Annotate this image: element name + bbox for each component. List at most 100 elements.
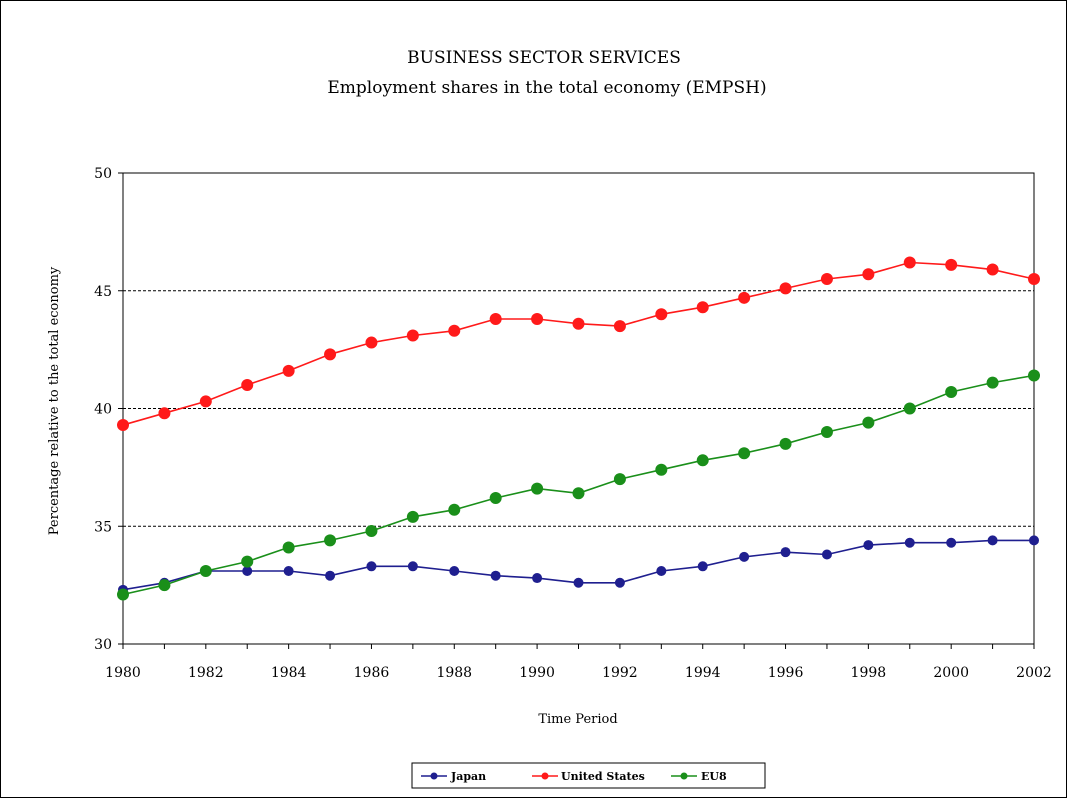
- data-point-japan: [407, 561, 418, 572]
- data-point-eu8: [903, 402, 916, 415]
- data-point-united-states: [862, 268, 875, 281]
- data-point-eu8: [1028, 369, 1040, 382]
- data-point-united-states: [738, 291, 751, 304]
- data-point-united-states: [158, 407, 171, 420]
- data-point-japan: [366, 561, 377, 572]
- data-point-united-states: [572, 317, 585, 330]
- data-point-japan: [987, 535, 998, 546]
- y-axis-ticks: 30 35 40 45 50: [94, 166, 123, 653]
- x-tick-label: 1996: [768, 665, 804, 681]
- x-tick-label: 1986: [354, 665, 390, 681]
- data-point-japan: [863, 540, 874, 551]
- y-tick-label: 50: [94, 166, 112, 182]
- data-point-eu8: [158, 579, 171, 592]
- data-point-united-states: [531, 313, 544, 326]
- data-point-united-states: [282, 364, 295, 377]
- x-tick-label: 1982: [188, 665, 224, 681]
- data-point-eu8: [945, 386, 958, 399]
- legend: Japan United States EU8: [421, 770, 727, 783]
- x-tick-label: 1998: [851, 665, 887, 681]
- data-point-japan: [614, 577, 625, 588]
- data-point-japan: [490, 570, 501, 581]
- legend-label-japan: Japan: [450, 770, 486, 783]
- legend-marker-japan: [430, 772, 438, 780]
- data-point-eu8: [696, 454, 709, 467]
- data-point-united-states: [199, 395, 212, 408]
- data-point-eu8: [324, 534, 337, 547]
- x-tick-label: 2000: [933, 665, 969, 681]
- data-point-japan: [573, 577, 584, 588]
- gridlines: [123, 290, 1034, 527]
- x-tick-label: 1992: [602, 665, 638, 681]
- data-point-united-states: [655, 308, 668, 321]
- data-point-united-states: [613, 320, 626, 333]
- data-point-eu8: [655, 463, 668, 476]
- data-point-eu8: [241, 555, 254, 568]
- data-point-japan: [821, 549, 832, 560]
- data-point-japan: [283, 565, 294, 576]
- data-point-united-states: [696, 301, 709, 314]
- data-point-united-states: [1028, 272, 1040, 285]
- legend-label-eu8: EU8: [701, 770, 727, 783]
- series-layer: [117, 256, 1040, 601]
- data-point-united-states: [448, 324, 461, 337]
- chart-subtitle: Employment shares in the total economy (…: [327, 78, 766, 98]
- data-point-eu8: [406, 510, 419, 523]
- data-point-japan: [242, 565, 253, 576]
- x-tick-label: 1994: [685, 665, 721, 681]
- data-point-eu8: [613, 473, 626, 486]
- x-axis-label: Time Period: [538, 712, 617, 727]
- series-united-states: [117, 256, 1040, 431]
- x-tick-label: 1988: [436, 665, 472, 681]
- data-point-eu8: [489, 491, 502, 504]
- y-tick-label: 35: [94, 519, 112, 535]
- y-tick-label: 30: [94, 637, 112, 653]
- data-point-united-states: [324, 348, 337, 361]
- data-point-united-states: [117, 418, 129, 431]
- data-point-eu8: [779, 437, 792, 450]
- data-point-japan: [780, 547, 791, 558]
- data-point-japan: [325, 570, 336, 581]
- data-point-japan: [697, 561, 708, 572]
- data-point-eu8: [862, 416, 875, 429]
- data-point-united-states: [903, 256, 916, 269]
- data-point-eu8: [365, 524, 378, 537]
- chart-title: BUSINESS SECTOR SERVICES: [407, 48, 681, 68]
- data-point-japan: [532, 573, 543, 584]
- x-tick-label: 1990: [519, 665, 555, 681]
- data-point-united-states: [365, 336, 378, 349]
- data-point-united-states: [406, 329, 419, 342]
- legend-box: [411, 762, 766, 789]
- data-point-united-states: [241, 378, 254, 391]
- legend-marker-united-states: [541, 772, 549, 780]
- x-tick-label: 1984: [271, 665, 307, 681]
- x-tick-label: 2002: [1016, 665, 1052, 681]
- y-tick-label: 40: [94, 402, 112, 418]
- data-point-eu8: [531, 482, 544, 495]
- series-eu8: [117, 369, 1040, 601]
- x-axis-ticks: 1980 1982 1984 1986 1988 1990 1992 1994 1996 1998…: [105, 644, 1052, 681]
- data-point-japan: [946, 537, 957, 548]
- data-point-japan: [904, 537, 915, 548]
- data-point-eu8: [820, 426, 833, 439]
- data-point-united-states: [489, 313, 502, 326]
- data-point-japan: [656, 565, 667, 576]
- data-point-eu8: [448, 503, 461, 516]
- y-tick-label: 45: [94, 284, 112, 300]
- data-point-eu8: [986, 376, 999, 389]
- x-tick-label: 1980: [105, 665, 141, 681]
- data-point-united-states: [986, 263, 999, 276]
- data-point-japan: [449, 565, 460, 576]
- data-point-united-states: [779, 282, 792, 295]
- data-point-eu8: [117, 588, 129, 601]
- data-point-united-states: [945, 258, 958, 271]
- data-point-japan: [1029, 535, 1039, 546]
- data-point-eu8: [738, 447, 751, 460]
- data-point-eu8: [572, 487, 585, 500]
- data-point-japan: [739, 551, 750, 562]
- data-point-united-states: [820, 272, 833, 285]
- legend-marker-eu8: [680, 772, 688, 780]
- y-axis-label: Percentage relative to the total economy: [47, 266, 62, 535]
